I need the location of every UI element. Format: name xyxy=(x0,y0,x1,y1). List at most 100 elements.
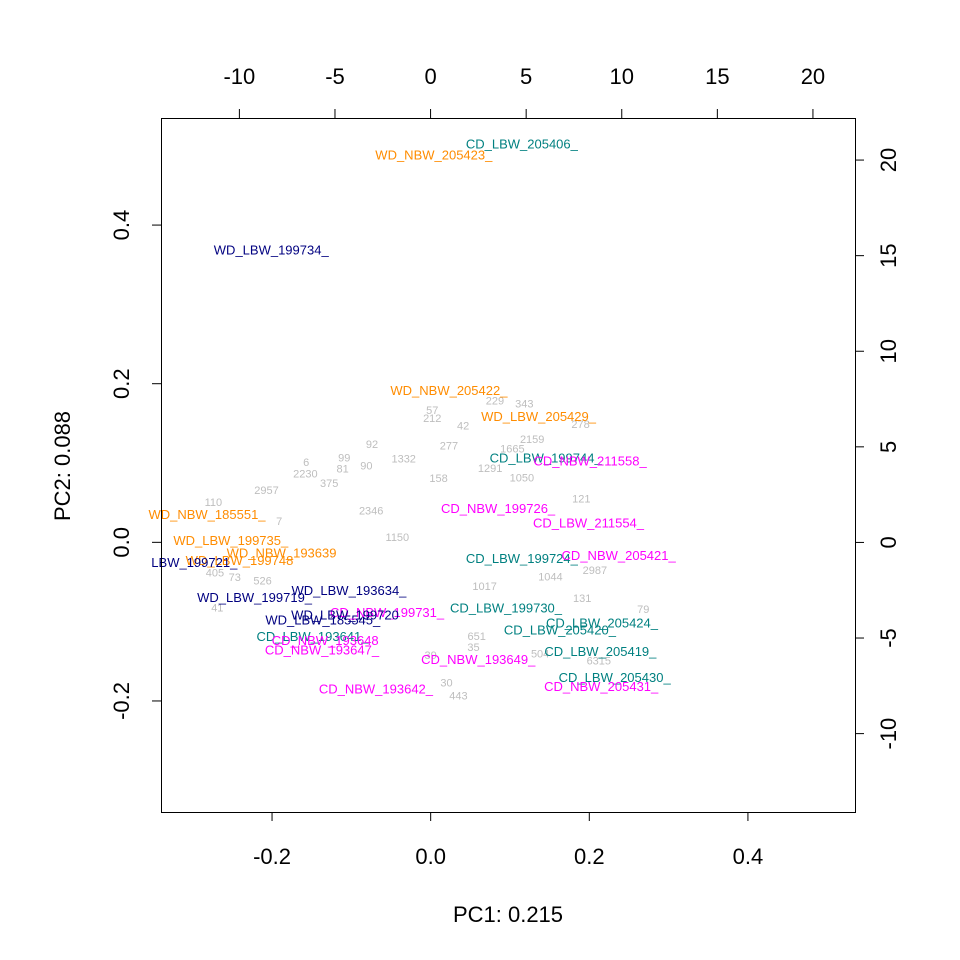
variable-label: 1150 xyxy=(386,532,410,544)
x-axis-label: PC1: 0.215 xyxy=(453,902,563,927)
variable-label: 110 xyxy=(205,497,223,509)
variable-label: 277 xyxy=(440,441,458,453)
sample-label: WD_LBW_199734_ xyxy=(214,243,330,258)
sample-label: CD_LBW_199724_ xyxy=(466,551,579,566)
variable-label: 1050 xyxy=(510,472,534,484)
variable-label: 79 xyxy=(637,604,649,616)
top-tick-label: -5 xyxy=(325,64,345,89)
sample-label: CD_NBW_193647_ xyxy=(265,642,380,657)
variable-label: 504 xyxy=(531,648,549,660)
variable-label: 131 xyxy=(573,593,591,605)
y-axis-label: PC2: 0.088 xyxy=(50,411,75,521)
variable-label: 651 xyxy=(467,631,485,643)
variable-label: 343 xyxy=(515,399,533,411)
variable-label: 2987 xyxy=(583,565,607,577)
variable-label: 1291 xyxy=(478,463,502,475)
variable-label: 42 xyxy=(457,421,469,433)
sample-label: CD_LBW_211554_ xyxy=(533,516,645,531)
y-tick-label: 0.2 xyxy=(109,368,134,399)
variable-label: 6315 xyxy=(587,656,611,668)
top-tick-label: -10 xyxy=(223,64,255,89)
variable-label: 57 xyxy=(426,405,438,417)
sample-label: CD_LBW_205424_ xyxy=(546,615,659,630)
variable-label: 39 xyxy=(425,650,437,662)
sample-label: CD_NBW_199731_ xyxy=(330,605,445,620)
sample-label: CD_LBW_193641_ xyxy=(256,629,369,644)
top-tick-label: 5 xyxy=(520,64,532,89)
right-tick-label: 10 xyxy=(876,339,901,363)
sample-label: CD_NBW_211558_ xyxy=(533,454,647,469)
sample-label: CD_LBW_199744_ xyxy=(490,450,603,465)
variable-label: 1665 xyxy=(500,444,524,456)
variable-label: 405 xyxy=(206,567,224,579)
variable-label: 81 xyxy=(337,464,349,476)
variable-label: 443 xyxy=(449,690,467,702)
x-tick-label: -0.2 xyxy=(253,844,291,869)
sample-label: CD_LBW_205420_ xyxy=(504,623,617,638)
sample-label: CD_NBW_205431_ xyxy=(544,679,659,694)
sample-label: WD_LBW_199719_ xyxy=(197,590,313,605)
variable-label: 2230 xyxy=(293,468,317,480)
right-tick-label: -5 xyxy=(876,628,901,648)
variable-label: 35 xyxy=(467,642,479,654)
variable-label: 1044 xyxy=(538,571,562,583)
sample-label: CD_NBW_205421_ xyxy=(562,548,677,563)
sample-label: CD_NBW_193642_ xyxy=(319,681,434,696)
variable-label: 6 xyxy=(303,457,309,469)
sample-label: WD_LBW_185545_ xyxy=(265,612,381,627)
right-tick-label: 0 xyxy=(876,536,901,548)
variable-label: 99 xyxy=(338,452,350,464)
variable-label: 2957 xyxy=(254,485,278,497)
top-tick-label: 0 xyxy=(424,64,436,89)
sample-label: CD_LBW_205419_ xyxy=(544,644,657,659)
sample-label: WD_NBW_193639 xyxy=(227,546,337,561)
variable-label: 90 xyxy=(360,460,372,472)
sample-label: CD_LBW_205430_ xyxy=(559,670,672,685)
sample-label: CD_NBW_193649_ xyxy=(421,652,536,667)
variable-label: 526 xyxy=(253,575,271,587)
top-tick-label: 10 xyxy=(610,64,634,89)
sample-label: WD_LBW_205429_ xyxy=(481,409,597,424)
right-tick-label: -10 xyxy=(876,718,901,750)
sample-label: WD_NBW_185551_ xyxy=(148,507,266,522)
top-tick-label: 20 xyxy=(801,64,825,89)
variable-label: 212 xyxy=(423,413,441,425)
variable-label: 7 xyxy=(276,516,282,528)
right-tick-label: 5 xyxy=(876,441,901,453)
variable-label: 158 xyxy=(429,473,447,485)
variable-label: 2159 xyxy=(520,434,544,446)
right-tick-label: 15 xyxy=(876,243,901,267)
sample-labels: CD_LBW_205406_WD_NBW_205423_ WD_LBW_19973… xyxy=(148,136,676,696)
variable-label: 41 xyxy=(211,602,223,614)
x-tick-label: 0.2 xyxy=(574,844,605,869)
right-tick-label: 20 xyxy=(876,148,901,172)
variable-label: 229 xyxy=(486,395,504,407)
sample-label: CD_NBW_193648 xyxy=(272,633,379,648)
variable-label: 92 xyxy=(366,439,378,451)
sample-label: WD_LBW_199748 xyxy=(186,553,294,568)
sample-label: CD_LBW_199730_ xyxy=(450,600,563,615)
plot-frame xyxy=(161,118,856,813)
sample-label: WD_LBW_199735_ xyxy=(173,533,289,548)
variable-label: 30 xyxy=(440,678,452,690)
y-tick-label: 0.4 xyxy=(109,210,134,241)
variable-label: 73 xyxy=(229,572,241,584)
sample-label: CD_NBW_199726_ xyxy=(441,501,556,516)
sample-label: CD_LBW_205406_ xyxy=(466,136,579,151)
variable-label: 121 xyxy=(572,494,590,506)
variable-label: 375 xyxy=(320,478,338,490)
sample-label: WD_NBW_205422_ xyxy=(390,383,508,398)
top-tick-label: 15 xyxy=(705,64,729,89)
variable-label: 1332 xyxy=(391,453,415,465)
variable-label: 2346 xyxy=(359,506,383,518)
sample-label: WD_NBW_205423_ xyxy=(375,147,493,162)
axes: -0.2 0.0 0.2 0.4 -0.2 0.0 0.2 0.4 -10 -5 0 5 10 15 20 -… xyxy=(109,64,901,869)
sample-label: WD_LBW_193634_ xyxy=(292,583,408,598)
y-tick-label: -0.2 xyxy=(109,682,134,720)
variable-label: 1017 xyxy=(472,581,496,593)
sample-label: WD_LBW_199720 xyxy=(291,608,399,623)
x-tick-label: 0.4 xyxy=(733,844,764,869)
